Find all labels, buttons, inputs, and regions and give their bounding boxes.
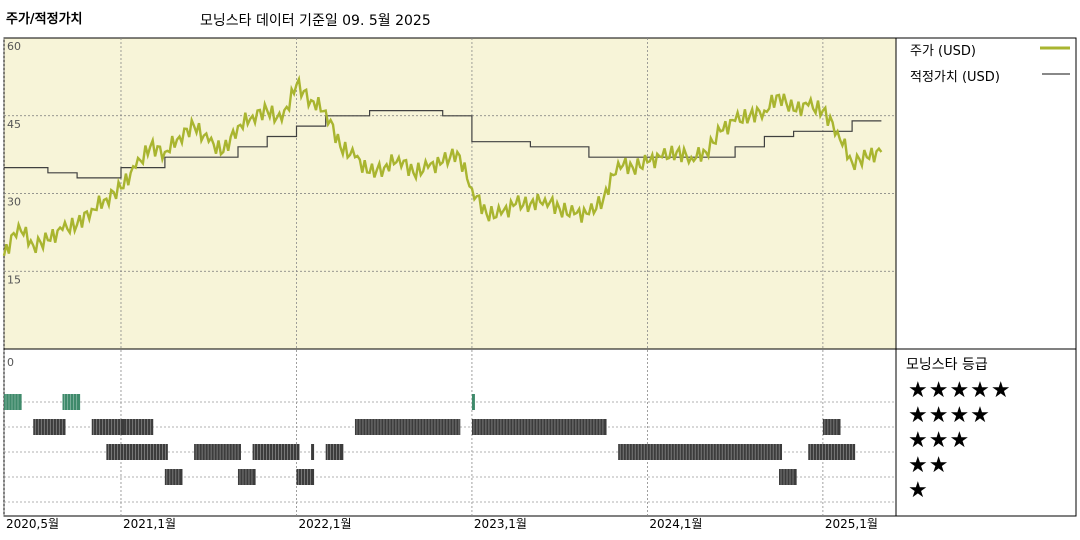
rating-bar-5-star: [4, 394, 22, 410]
x-axis-labels: 2020,5월 2021,1월 2022,1월 2023,1월 2024,1월 2025,…: [6, 517, 878, 531]
price-line: [2, 74, 883, 256]
rating-bar-4-star: [120, 419, 124, 435]
rating-bar-2-star: [296, 469, 315, 485]
legend-3-star: ★★★: [908, 428, 971, 453]
legend-4-star: ★★★★: [908, 403, 991, 428]
rating-bar-3-star: [325, 444, 344, 460]
y-tick-label: 45: [7, 118, 21, 131]
rating-bar-3-star: [311, 444, 315, 460]
rating-bar-3-star: [194, 444, 241, 460]
y-axis-labels: 60 45 30 15: [7, 40, 21, 286]
rating-bar-5-star: [62, 394, 81, 410]
x-tick-label: 2021,1월: [123, 517, 176, 531]
rating-bar-4-star: [822, 419, 841, 435]
rating-bar-2-star: [779, 469, 797, 485]
chart-subtitle: 모닝스타 데이터 기준일 09. 5월 2025: [200, 13, 431, 29]
rating-bar-3-star: [106, 444, 168, 460]
rating-bar-2-star: [237, 469, 256, 485]
x-tick-label: 2025,1월: [825, 517, 878, 531]
legend-5-star: ★★★★★: [908, 378, 1012, 403]
rating-legend-title: 모닝스타 등급: [906, 357, 988, 373]
rating-bar-4-star: [354, 419, 461, 435]
legend-2-star: ★★: [908, 453, 950, 478]
x-tick-label: 2022,1월: [298, 517, 351, 531]
rating-bar-3-star: [252, 444, 300, 460]
legend-price-label: 주가 (USD): [910, 44, 976, 59]
y-tick-label: 15: [7, 273, 21, 286]
legend-1-star: ★: [908, 478, 929, 503]
rating-bar-3-star: [618, 444, 783, 460]
rating-bar-5-star: [471, 394, 475, 410]
x-tick-label: 2024,1월: [649, 517, 702, 531]
y-tick-label: 60: [7, 40, 21, 53]
legend-panel: [895, 37, 1077, 517]
y-tick-label: 30: [7, 196, 21, 209]
x-tick-label: 2020,5월: [6, 517, 59, 531]
rating-zero-label: 0: [7, 356, 14, 369]
chart-title: 주가/적정가치: [6, 12, 83, 27]
x-tick-label: 2023,1월: [474, 517, 527, 531]
rating-bar-2-star: [164, 469, 183, 485]
rating-bar-3-star: [808, 444, 856, 460]
fair-value-line: [4, 109, 882, 179]
legend-fair-label: 적정가치 (USD): [910, 70, 1000, 85]
rating-bars: [4, 394, 856, 485]
